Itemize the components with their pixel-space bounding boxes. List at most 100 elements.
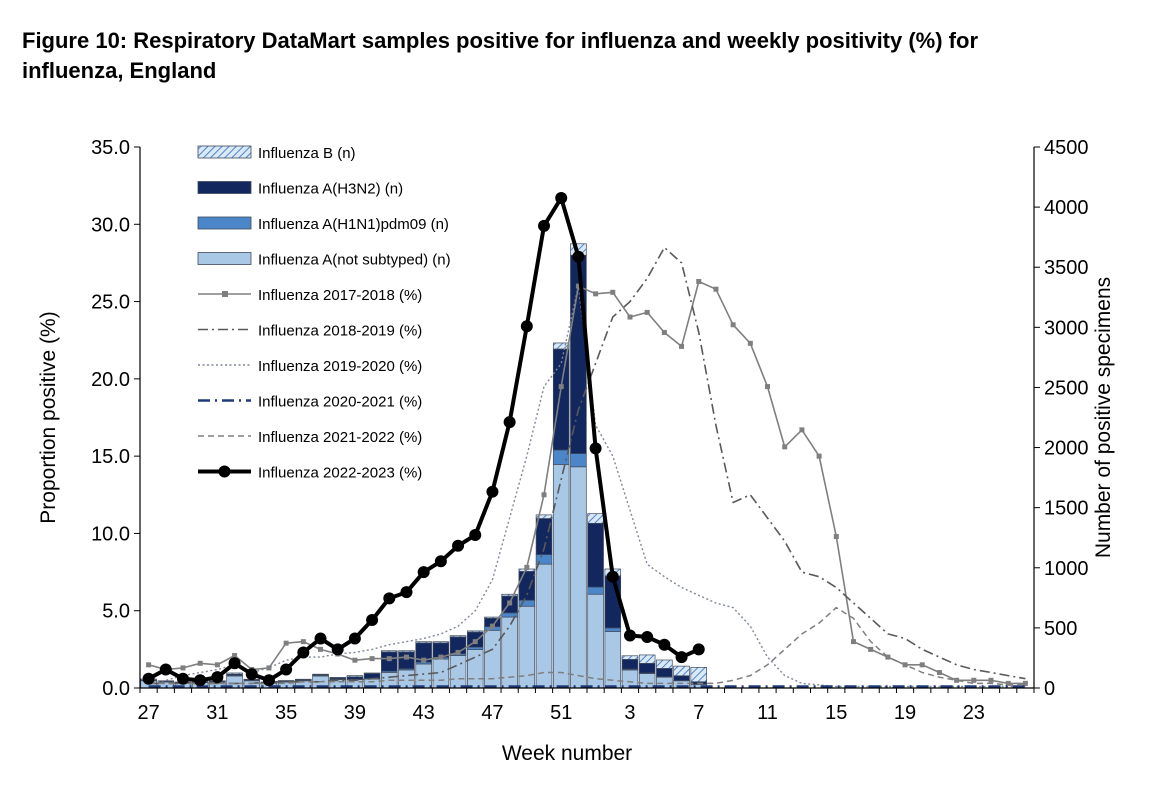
bar-segment-2 xyxy=(604,627,622,632)
bar-segment-4 xyxy=(346,675,364,678)
bar-segment-4 xyxy=(535,514,553,519)
line-point-6 xyxy=(675,651,688,664)
bar-segment-2 xyxy=(587,586,604,595)
line-point-1 xyxy=(885,654,891,660)
bar-segment-2 xyxy=(552,449,570,465)
line-point-6 xyxy=(434,555,447,568)
line-point-1 xyxy=(936,670,942,676)
y-tick-label-right: 2000 xyxy=(1044,438,1089,460)
line-point-6 xyxy=(211,671,224,684)
x-tick-label: 15 xyxy=(825,702,847,724)
y-tick-label-left: 0.0 xyxy=(102,678,130,700)
x-tick-label: 51 xyxy=(550,702,572,724)
line-point-1 xyxy=(988,677,994,683)
x-tick-label: 31 xyxy=(206,702,228,724)
bar-segment-1 xyxy=(552,464,570,689)
line-point-1 xyxy=(971,677,977,683)
line-point-6 xyxy=(486,485,499,498)
x-tick-label: 23 xyxy=(963,702,985,724)
line-point-1 xyxy=(799,427,805,433)
bar-segment-3 xyxy=(587,522,604,588)
line-point-1 xyxy=(283,640,289,646)
line-point-1 xyxy=(386,656,392,662)
y-tick-label-right: 0 xyxy=(1044,678,1055,700)
line-point-1 xyxy=(730,322,736,328)
line-point-1 xyxy=(197,660,203,666)
chart-title: Figure 10: Respiratory DataMart samples … xyxy=(22,28,979,83)
line-point-6 xyxy=(555,192,568,205)
line-point-1 xyxy=(352,657,358,663)
bar-segment-1 xyxy=(535,563,553,689)
x-tick-label: 39 xyxy=(344,702,366,724)
line-point-1 xyxy=(403,654,409,660)
y-tick-label-left: 25.0 xyxy=(91,292,130,314)
line-point-1 xyxy=(300,639,306,645)
line-point-1 xyxy=(782,444,788,450)
line-point-6 xyxy=(331,643,344,656)
line-series-5 xyxy=(148,606,1026,686)
line-point-6 xyxy=(417,566,430,579)
line-point-1 xyxy=(696,278,702,284)
bar-segment-3 xyxy=(552,348,570,451)
bar-segment-4 xyxy=(381,650,398,653)
line-point-1 xyxy=(541,492,547,498)
line-point-1 xyxy=(1022,680,1028,686)
line-point-6 xyxy=(469,528,482,541)
line-point-6 xyxy=(572,250,585,263)
line-point-1 xyxy=(679,343,685,349)
bar-segment-4 xyxy=(673,665,690,677)
bar-segment-3 xyxy=(398,651,415,670)
bar-segment-4 xyxy=(226,672,243,675)
legend-swatch-bar xyxy=(197,145,252,159)
bar-segment-4 xyxy=(621,655,639,660)
legend: Influenza B (n) Influenza A(H3N2) (n) Infl… xyxy=(197,145,451,482)
line-point-6 xyxy=(641,630,654,643)
line-point-6 xyxy=(314,632,327,645)
line-point-6 xyxy=(520,320,533,333)
line-point-1 xyxy=(765,384,771,390)
line-point-1 xyxy=(713,286,719,292)
bar-segment-4 xyxy=(484,616,501,619)
bar-segment-3 xyxy=(656,668,673,678)
legend-label: Influenza 2018-2019 (%) xyxy=(258,323,422,340)
line-point-6 xyxy=(452,539,465,552)
legend-marker xyxy=(218,465,231,478)
bar-series-group xyxy=(140,243,708,689)
line-point-6 xyxy=(297,646,310,659)
line-point-1 xyxy=(627,314,633,320)
line-point-6 xyxy=(159,663,172,676)
line-point-6 xyxy=(280,663,293,676)
y-tick-label-right: 500 xyxy=(1044,618,1077,640)
y-tick-label-right: 4500 xyxy=(1044,137,1089,159)
axes: 0.0 5.0 10.0 15.0 20.0 25.0 30.0 35.0 0 500 1000 15… xyxy=(37,137,1115,765)
line-point-6 xyxy=(589,442,602,455)
line-point-6 xyxy=(606,570,619,583)
bar-segment-4 xyxy=(312,673,329,676)
bar-segment-4 xyxy=(295,678,312,681)
bar-segment-1 xyxy=(587,593,604,689)
legend-label: Influenza 2022-2023 (%) xyxy=(258,465,422,482)
line-point-1 xyxy=(421,657,427,663)
legend-label: Influenza A(H1N1)pdm09 (n) xyxy=(258,216,449,233)
line-point-1 xyxy=(868,646,874,652)
legend-swatch-bar xyxy=(197,252,252,265)
y-tick-label-right: 3000 xyxy=(1044,317,1089,339)
line-point-6 xyxy=(262,674,275,687)
line-point-6 xyxy=(538,219,551,232)
x-tick-label: 35 xyxy=(275,702,297,724)
legend-label: Influenza B (n) xyxy=(258,145,356,162)
y-tick-label-right: 1000 xyxy=(1044,558,1089,580)
bar-segment-4 xyxy=(449,635,467,638)
bar-segment-4 xyxy=(466,630,484,633)
line-point-1 xyxy=(644,309,650,315)
line-point-1 xyxy=(954,677,960,683)
line-point-1 xyxy=(232,653,238,659)
line-point-6 xyxy=(366,613,379,626)
bar-segment-2 xyxy=(466,646,484,650)
x-tick-label: 43 xyxy=(413,702,435,724)
bar-segment-4 xyxy=(501,593,518,597)
y-tick-label-left: 20.0 xyxy=(91,369,130,391)
bar-segment-3 xyxy=(518,571,536,601)
bar-segment-4 xyxy=(432,641,450,644)
